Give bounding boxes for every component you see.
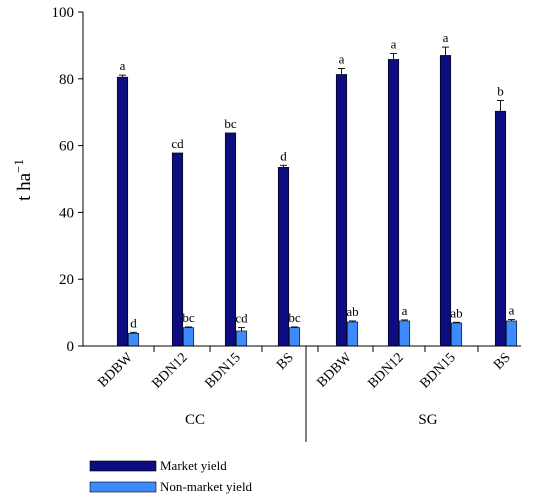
significance-letter: a bbox=[391, 36, 397, 51]
significance-letter: d bbox=[280, 148, 287, 163]
significance-letter: a bbox=[339, 51, 345, 66]
non-market-yield-bar bbox=[346, 321, 359, 347]
y-axis-title: t ha−1 bbox=[11, 159, 35, 201]
x-category-label: BDN15 bbox=[417, 350, 458, 391]
x-category-label: BDBW bbox=[96, 350, 137, 391]
y-tick-label: 80 bbox=[59, 72, 74, 88]
legend-swatch bbox=[89, 481, 157, 493]
x-category-label: BDBW bbox=[315, 350, 356, 391]
non-market-yield-bar bbox=[182, 327, 195, 347]
x-category-label: BS bbox=[491, 350, 514, 373]
legend-label: Non-market yield bbox=[160, 479, 253, 494]
market-yield-bar bbox=[439, 55, 452, 347]
x-category-label: BDN15 bbox=[202, 350, 243, 391]
significance-letter: bc bbox=[288, 310, 301, 325]
significance-letter: b bbox=[497, 84, 504, 99]
non-market-yield-bar bbox=[288, 327, 301, 347]
x-category-label: BDN12 bbox=[365, 350, 406, 391]
non-market-yield-bar bbox=[235, 330, 248, 347]
market-yield-bar bbox=[224, 132, 237, 347]
significance-letter: ab bbox=[450, 305, 462, 320]
y-tick-label: 0 bbox=[67, 339, 75, 355]
significance-letter: a bbox=[402, 303, 408, 318]
market-yield-bar bbox=[277, 167, 290, 347]
y-tick-label: 60 bbox=[59, 139, 74, 155]
y-tick-label: 40 bbox=[59, 205, 74, 221]
axes-layer bbox=[78, 11, 521, 442]
market-yield-bar bbox=[171, 152, 184, 347]
x-category-label: BS bbox=[274, 350, 297, 373]
market-yield-bar bbox=[116, 76, 129, 347]
market-yield-bar bbox=[335, 74, 348, 347]
bars-layer bbox=[116, 46, 518, 347]
non-market-yield-bar bbox=[450, 322, 463, 347]
legend-label: Market yield bbox=[160, 458, 227, 473]
significance-letter: a bbox=[120, 58, 126, 73]
non-market-yield-bar bbox=[398, 320, 411, 347]
significance-letter: a bbox=[443, 30, 449, 45]
market-yield-bar bbox=[494, 110, 507, 347]
non-market-yield-bar bbox=[505, 320, 518, 347]
significance-letter: ab bbox=[346, 304, 358, 319]
y-tick-label: 100 bbox=[52, 5, 75, 21]
y-tick-label: 20 bbox=[59, 272, 74, 288]
significance-letter: bc bbox=[182, 310, 195, 325]
x-category-label: BDN12 bbox=[149, 350, 190, 391]
significance-letter: cd bbox=[235, 311, 248, 326]
group-label: SG bbox=[418, 412, 437, 428]
legend-swatch bbox=[89, 460, 157, 472]
significance-letter: bc bbox=[224, 116, 237, 131]
significance-letter: d bbox=[130, 315, 137, 330]
group-label: CC bbox=[185, 412, 205, 428]
significance-letter: cd bbox=[171, 136, 184, 151]
significance-letter: a bbox=[509, 303, 515, 318]
legend: Market yield Non-market yield bbox=[89, 458, 253, 494]
market-yield-bar bbox=[387, 59, 400, 347]
non-market-yield-bar bbox=[127, 333, 140, 347]
